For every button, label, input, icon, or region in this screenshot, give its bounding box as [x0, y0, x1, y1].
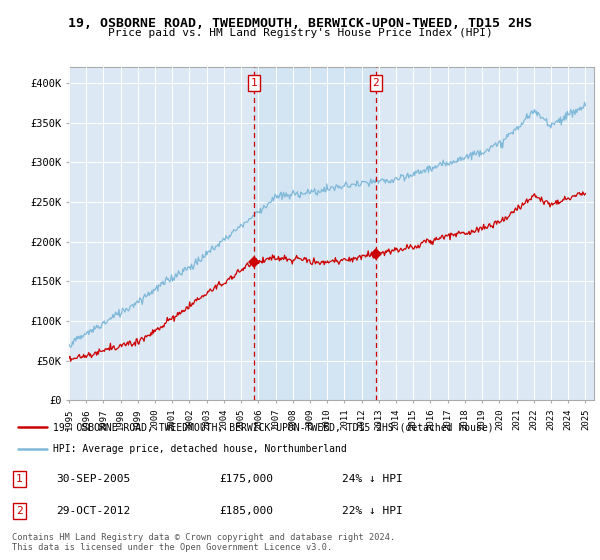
Text: 2: 2 [373, 78, 379, 88]
Text: 2: 2 [16, 506, 23, 516]
Bar [254, 67, 376, 400]
Text: HPI: Average price, detached house, Northumberland: HPI: Average price, detached house, Nort… [53, 444, 347, 454]
Text: This data is licensed under the Open Government Licence v3.0.: This data is licensed under the Open Gov… [12, 543, 332, 552]
Text: 19, OSBORNE ROAD, TWEEDMOUTH, BERWICK-UPON-TWEED, TD15 2HS (detached house): 19, OSBORNE ROAD, TWEEDMOUTH, BERWICK-UP… [53, 422, 493, 432]
Text: £185,000: £185,000 [220, 506, 274, 516]
Text: 29-OCT-2012: 29-OCT-2012 [56, 506, 130, 516]
Text: 1: 1 [251, 78, 257, 88]
Text: 22% ↓ HPI: 22% ↓ HPI [343, 506, 403, 516]
Text: Contains HM Land Registry data © Crown copyright and database right 2024.: Contains HM Land Registry data © Crown c… [12, 533, 395, 542]
Text: Price paid vs. HM Land Registry's House Price Index (HPI): Price paid vs. HM Land Registry's House … [107, 28, 493, 38]
Text: 19, OSBORNE ROAD, TWEEDMOUTH, BERWICK-UPON-TWEED, TD15 2HS: 19, OSBORNE ROAD, TWEEDMOUTH, BERWICK-UP… [68, 17, 532, 30]
Text: 30-SEP-2005: 30-SEP-2005 [56, 474, 130, 484]
Text: £175,000: £175,000 [220, 474, 274, 484]
Text: 24% ↓ HPI: 24% ↓ HPI [343, 474, 403, 484]
Text: 1: 1 [16, 474, 23, 484]
